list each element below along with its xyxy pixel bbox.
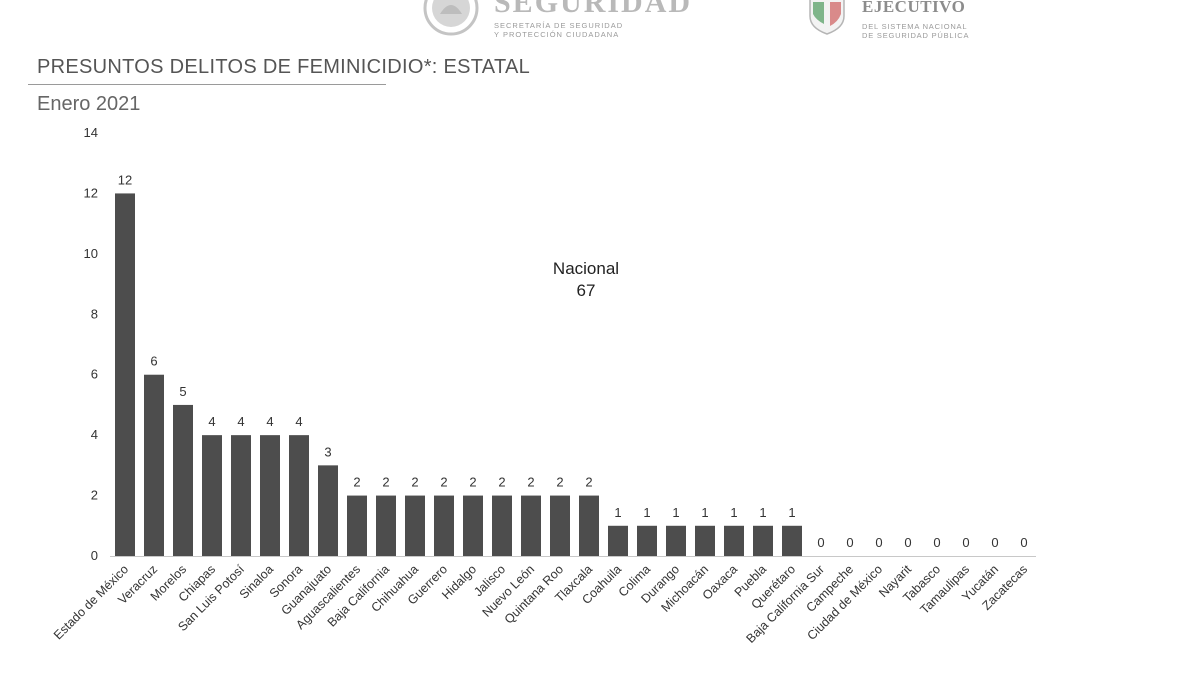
national-total-value: 67 <box>576 281 596 300</box>
bar <box>144 374 164 556</box>
bar <box>405 495 425 556</box>
bar <box>231 435 251 556</box>
y-tick-label: 12 <box>84 185 98 200</box>
y-tick-label: 4 <box>91 427 98 442</box>
data-label: 0 <box>1020 535 1027 550</box>
bar <box>753 525 773 556</box>
data-label: 1 <box>643 505 650 520</box>
national-label: Nacional <box>552 259 620 278</box>
data-label: 3 <box>324 444 331 459</box>
chart-subtitle: Enero 2021 <box>37 93 141 115</box>
data-label: 2 <box>498 475 505 490</box>
bar <box>260 435 280 556</box>
data-label: 2 <box>440 475 447 490</box>
data-label: 2 <box>469 475 476 490</box>
bar <box>289 435 309 556</box>
title-divider <box>28 84 386 85</box>
bar <box>492 495 512 556</box>
bar <box>173 404 193 556</box>
bar <box>521 495 541 556</box>
y-tick-label: 2 <box>91 488 98 503</box>
data-label: 1 <box>701 505 708 520</box>
bar <box>695 525 715 556</box>
sesnsp-emblem-icon <box>809 0 845 35</box>
bar <box>115 193 135 556</box>
bar <box>434 495 454 556</box>
data-label: 1 <box>730 505 737 520</box>
data-label: 2 <box>556 475 563 490</box>
data-label: 4 <box>237 414 244 429</box>
bar <box>637 525 657 556</box>
bar <box>463 495 483 556</box>
header-logos: SEGURIDAD SECRETARÍA DE SEGURIDAD Y PROT… <box>0 0 1200 50</box>
data-label: 0 <box>846 535 853 550</box>
data-label: 2 <box>585 475 592 490</box>
data-label: 2 <box>411 475 418 490</box>
data-label: 0 <box>962 535 969 550</box>
mexico-seal-icon <box>423 0 479 36</box>
chart-title: PRESUNTOS DELITOS DE FEMINICIDIO*: ESTAT… <box>37 56 531 78</box>
y-tick-label: 6 <box>91 367 98 382</box>
data-label: 4 <box>295 414 302 429</box>
sesnsp-logo-subtitle: DEL SISTEMA NACIONAL DE SEGURIDAD PÚBLIC… <box>862 22 970 40</box>
bar <box>579 495 599 556</box>
data-label: 12 <box>118 172 132 187</box>
data-label: 1 <box>788 505 795 520</box>
data-label: 0 <box>904 535 911 550</box>
secretaria-logo-subtitle: SECRETARÍA DE SEGURIDAD Y PROTECCIÓN CIU… <box>494 21 624 39</box>
y-tick-label: 8 <box>91 306 98 321</box>
data-label: 0 <box>991 535 998 550</box>
bar <box>318 465 338 556</box>
bar <box>724 525 744 556</box>
bar <box>608 525 628 556</box>
data-label: 1 <box>672 505 679 520</box>
data-label: 4 <box>266 414 273 429</box>
data-label: 5 <box>179 384 186 399</box>
data-label: 2 <box>527 475 534 490</box>
data-label: 6 <box>150 354 157 369</box>
data-label: 0 <box>817 535 824 550</box>
data-label: 0 <box>933 535 940 550</box>
bar <box>550 495 570 556</box>
y-tick-label: 14 <box>84 125 98 140</box>
data-label: 1 <box>759 505 766 520</box>
data-label: 2 <box>382 475 389 490</box>
bar <box>376 495 396 556</box>
bar <box>782 525 802 556</box>
data-label: 0 <box>875 535 882 550</box>
national-total-annotation: Nacional 67 <box>526 258 646 302</box>
data-label: 1 <box>614 505 621 520</box>
y-tick-label: 0 <box>91 548 98 563</box>
data-label: 4 <box>208 414 215 429</box>
data-label: 2 <box>353 475 360 490</box>
sesnsp-logo-title: EJECUTIVO <box>862 0 966 16</box>
bar <box>666 525 686 556</box>
secretaria-logo-title: SEGURIDAD <box>494 0 693 19</box>
bar <box>202 435 222 556</box>
y-tick-label: 10 <box>84 246 98 261</box>
bar <box>347 495 367 556</box>
